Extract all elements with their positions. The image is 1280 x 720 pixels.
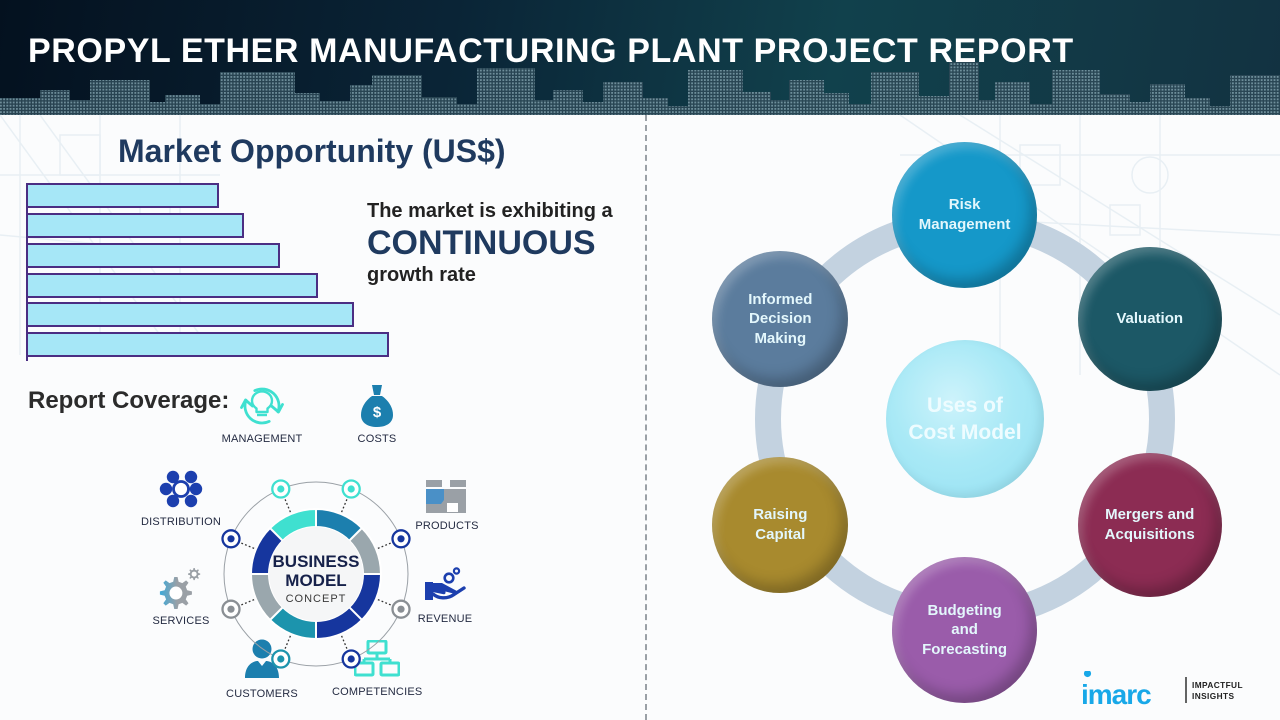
svg-text:$: $	[373, 404, 382, 421]
svg-text:INSIGHTS: INSIGHTS	[1192, 691, 1234, 701]
svg-text:MODEL: MODEL	[285, 571, 346, 590]
svg-text:IMPACTFUL: IMPACTFUL	[1192, 680, 1243, 690]
svg-text:CONCEPT: CONCEPT	[286, 593, 347, 605]
svg-text:BUSINESS: BUSINESS	[273, 552, 360, 571]
svg-text:imarc: imarc	[1083, 679, 1151, 708]
